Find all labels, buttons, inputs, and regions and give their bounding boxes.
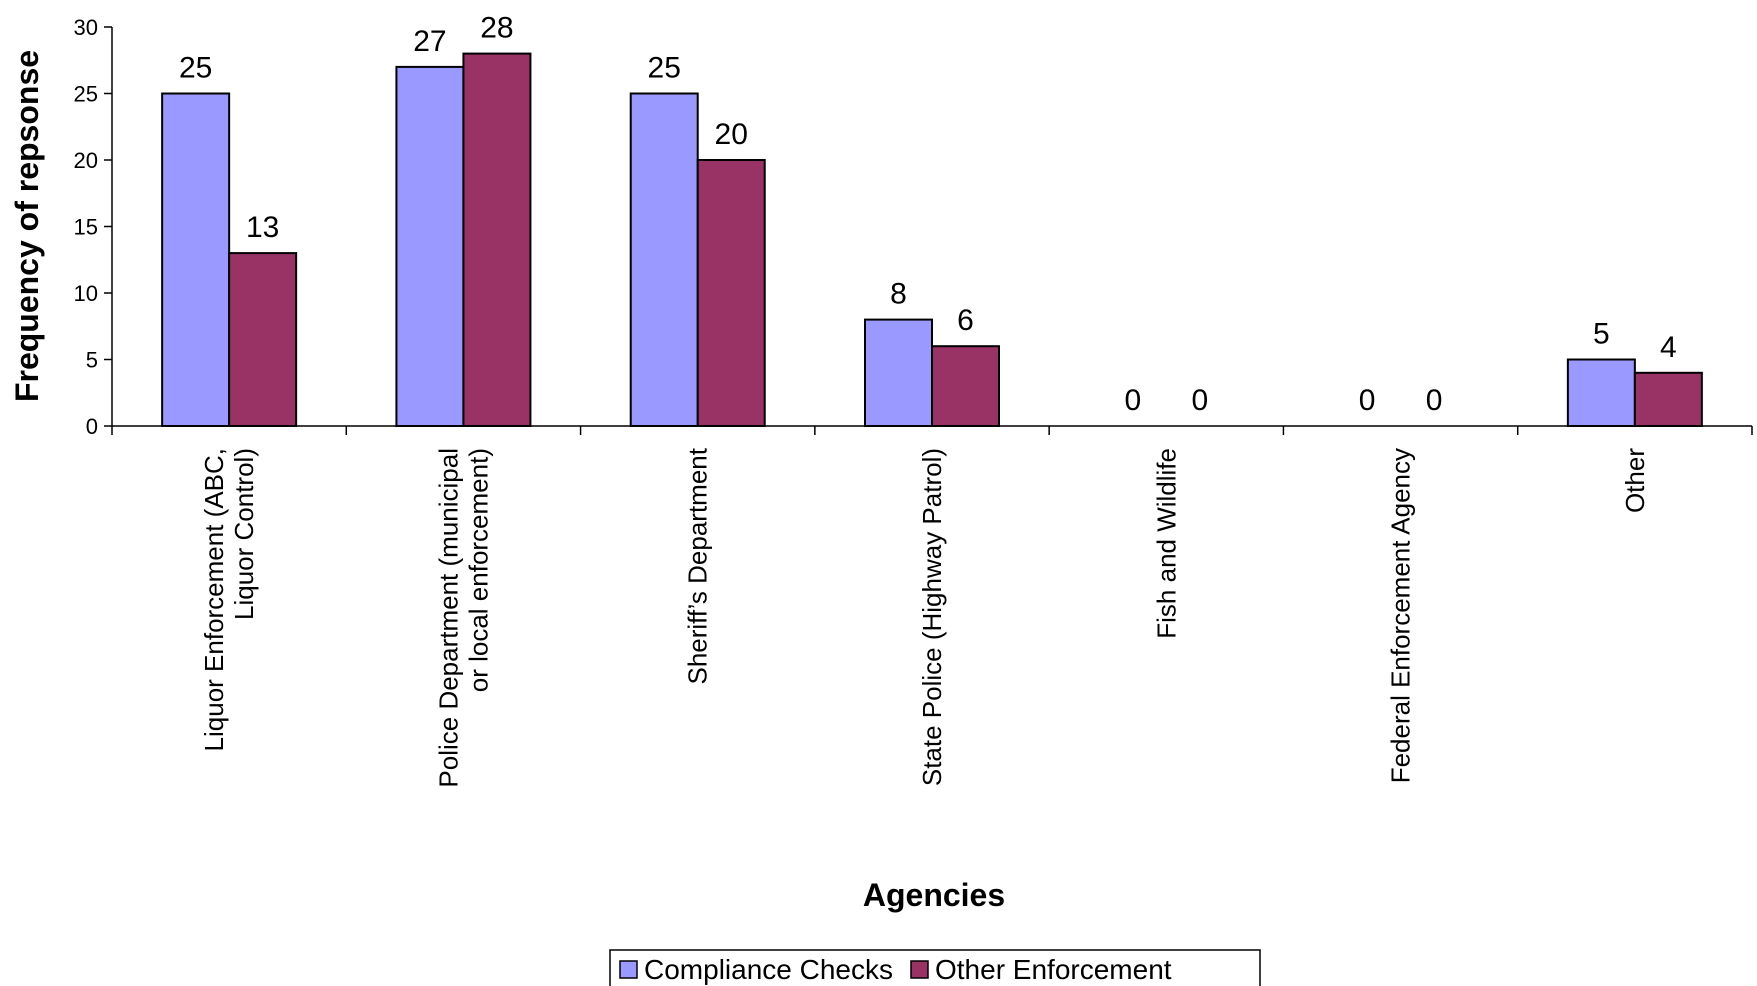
data-label: 6 — [957, 304, 974, 337]
bar — [864, 318, 933, 428]
axes-layer: 0 5 10 15 20 25 30 Liquor Enforcement (ABC, Liqu… — [74, 15, 1753, 788]
bar — [462, 52, 532, 427]
x-tick-label: Federal Enforcement Agency — [1386, 448, 1416, 783]
data-label: 0 — [1359, 384, 1376, 417]
bar — [1566, 358, 1636, 427]
legend-box — [609, 949, 1261, 986]
bar — [931, 345, 1000, 428]
y-tick-label: 10 — [74, 281, 98, 306]
y-tick-label: 30 — [74, 15, 98, 40]
legend-label: Other Enforcement — [935, 954, 1172, 985]
data-label: 5 — [1593, 318, 1610, 351]
bars-layer — [161, 52, 1703, 428]
data-label: 28 — [480, 12, 513, 45]
x-axis-title: Agencies — [863, 877, 1005, 913]
data-label: 25 — [648, 52, 681, 85]
y-tick-label: 20 — [74, 148, 98, 173]
bar — [161, 92, 231, 427]
data-label: 13 — [246, 211, 279, 244]
data-label: 25 — [179, 52, 212, 85]
x-tick-label: State Police (Highway Patrol) — [917, 448, 947, 786]
bar — [228, 252, 298, 427]
bar — [629, 92, 699, 427]
data-label: 0 — [1124, 384, 1141, 417]
bar — [395, 65, 465, 428]
x-tick-label: Other — [1620, 448, 1650, 513]
data-label: 8 — [890, 278, 907, 311]
x-tick-label: Liquor Enforcement (ABC, — [199, 448, 229, 751]
x-tick-label: Fish and Wildlife — [1151, 448, 1181, 639]
x-tick-label: or local enforcement) — [463, 448, 493, 692]
legend-swatch — [910, 960, 929, 979]
data-label: 4 — [1660, 331, 1677, 364]
y-tick-label: 15 — [74, 215, 98, 240]
y-axis-title: Frequency of repsonse — [9, 50, 45, 402]
x-tick-label: Sheriff’s Department — [683, 447, 713, 684]
y-tick-label: 25 — [74, 82, 98, 107]
data-label: 27 — [413, 25, 446, 58]
legend-swatch — [619, 960, 638, 979]
data-labels-layer: 25 13 27 28 25 20 8 6 0 0 0 0 5 4 — [179, 12, 1677, 417]
x-tick-label: Liquor Control) — [229, 448, 259, 620]
legend-label: Compliance Checks — [644, 954, 893, 985]
data-label: 0 — [1191, 384, 1208, 417]
legend: Compliance Checks Other Enforcement — [609, 949, 1261, 986]
y-tick-label: 5 — [86, 348, 98, 373]
y-tick-label: 0 — [86, 414, 98, 439]
data-label: 20 — [715, 118, 748, 151]
bar — [1633, 371, 1703, 427]
x-tick-label: Police Department (municipal — [433, 448, 463, 788]
bar — [696, 159, 766, 427]
data-label: 0 — [1426, 384, 1443, 417]
